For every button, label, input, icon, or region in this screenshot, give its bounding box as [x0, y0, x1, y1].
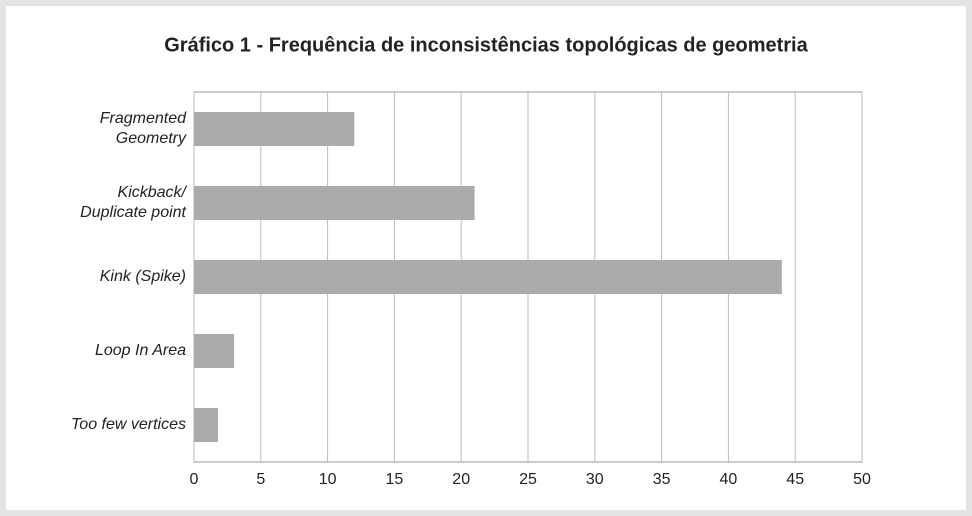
- y-tick-label: Kickback/ Duplicate point: [80, 184, 186, 221]
- x-tick-label: 45: [786, 471, 804, 488]
- x-tick-label: 20: [452, 471, 470, 488]
- bar: [194, 408, 219, 442]
- y-tick-label: Fragmented Geometry: [99, 110, 186, 147]
- x-tick-label: 35: [653, 471, 671, 488]
- bar: [194, 260, 782, 294]
- x-tick-label: 15: [386, 471, 404, 488]
- bar: [194, 112, 355, 146]
- x-tick-label: 5: [256, 471, 265, 488]
- x-tick-label: 50: [853, 471, 871, 488]
- bar: [194, 186, 475, 220]
- y-tick-label: Too few vertices: [70, 416, 186, 433]
- y-tick-label: Loop In Area: [94, 342, 186, 359]
- y-tick-label: Kink (Spike): [99, 268, 186, 285]
- x-tick-label: 30: [586, 471, 604, 488]
- chart-panel: Gráfico 1 - Frequência de inconsistência…: [6, 6, 966, 510]
- x-tick-label: 0: [190, 471, 199, 488]
- x-tick-label: 40: [720, 471, 738, 488]
- bar: [194, 334, 235, 368]
- x-tick-label: 25: [519, 471, 537, 488]
- x-tick-label: 10: [319, 471, 337, 488]
- chart: Gráfico 1 - Frequência de inconsistência…: [164, 34, 871, 488]
- chart-title: Gráfico 1 - Frequência de inconsistência…: [164, 34, 808, 56]
